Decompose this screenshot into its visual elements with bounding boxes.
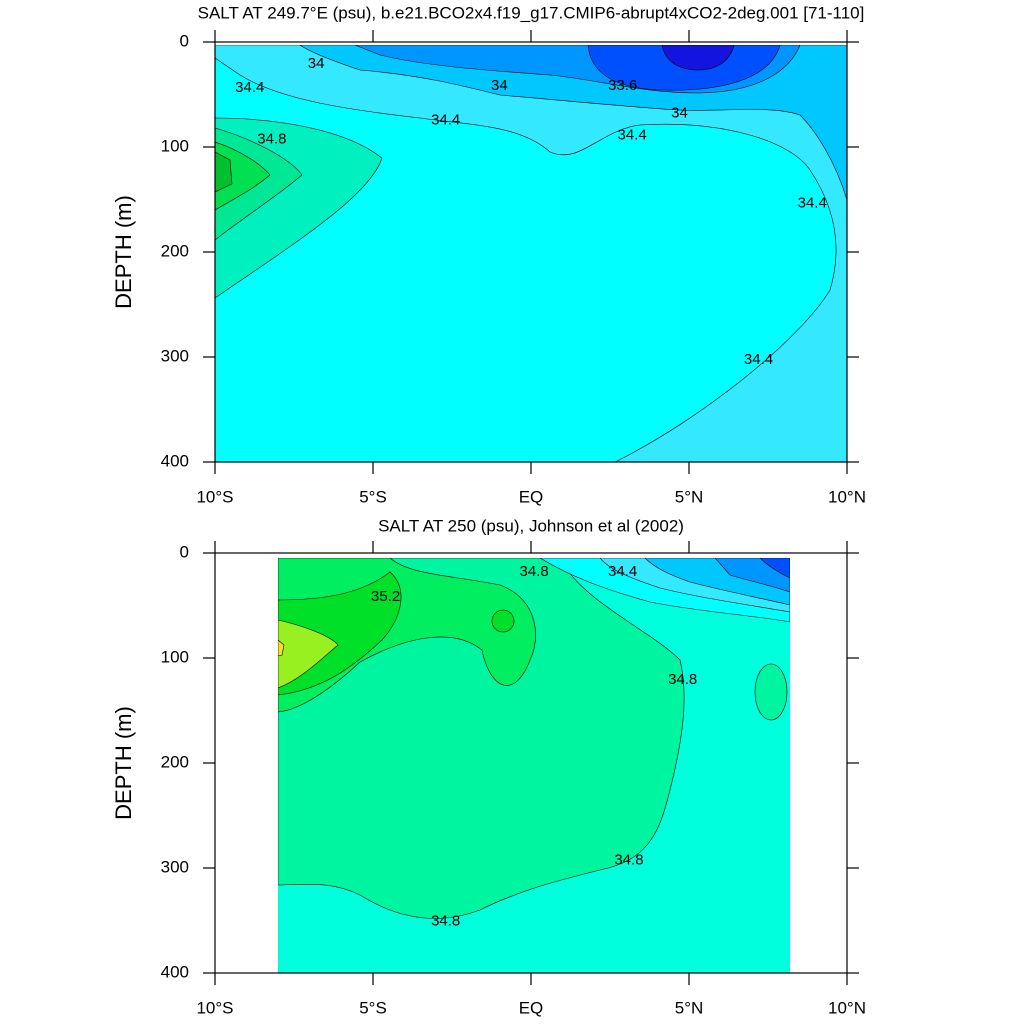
contour-label: 34.4: [608, 563, 637, 580]
x-tick-label: 10°N: [828, 998, 866, 1017]
contour-label: 34.4: [618, 126, 647, 143]
y-axis-label: DEPTH (m): [111, 706, 136, 820]
contour-label: 34.4: [798, 195, 827, 212]
contour-label: 34.4: [431, 112, 460, 129]
x-tick-label: EQ: [519, 998, 544, 1017]
x-tick-label: 5°S: [359, 487, 387, 506]
contour-label: 34: [671, 104, 688, 121]
x-tick-label: 5°S: [359, 998, 387, 1017]
y-tick-label: 100: [161, 647, 189, 666]
y-tick-label: 0: [180, 31, 189, 50]
contour-label: 34.4: [235, 79, 264, 96]
y-tick-label: 200: [161, 241, 189, 260]
x-tick-label: 10°S: [196, 487, 233, 506]
contour-label: 34: [308, 55, 325, 72]
contour-fill: [215, 45, 847, 462]
x-tick-label: 5°N: [675, 998, 704, 1017]
y-tick-label: 300: [161, 857, 189, 876]
contour-label: 35.2: [371, 588, 400, 605]
contour-fill: [278, 558, 790, 973]
contour-label: 34: [491, 77, 508, 94]
x-tick-label: 10°S: [196, 998, 233, 1017]
contour-label: 34.8: [520, 563, 549, 580]
y-tick-label: 0: [180, 542, 189, 561]
contour-label: 33.6: [608, 77, 637, 94]
contour-label: 34.8: [257, 131, 286, 148]
y-axis-label: DEPTH (m): [111, 195, 136, 309]
contour-label: 34.4: [744, 351, 773, 368]
contour-label: 34.8: [668, 671, 697, 688]
x-tick-label: 10°N: [828, 487, 866, 506]
y-tick-label: 400: [161, 962, 189, 981]
y-tick-label: 100: [161, 136, 189, 155]
contour-label: 34.8: [614, 852, 643, 869]
x-tick-label: 5°N: [675, 487, 704, 506]
contour-label: 34.8: [431, 913, 460, 930]
chart-title: SALT AT 250 (psu), Johnson et al (2002): [378, 516, 684, 535]
chart-title: SALT AT 249.7°E (psu), b.e21.BCO2x4.f19_…: [198, 3, 865, 22]
x-tick-label: EQ: [519, 487, 544, 506]
y-tick-label: 300: [161, 346, 189, 365]
y-tick-label: 400: [161, 451, 189, 470]
y-tick-label: 200: [161, 752, 189, 771]
